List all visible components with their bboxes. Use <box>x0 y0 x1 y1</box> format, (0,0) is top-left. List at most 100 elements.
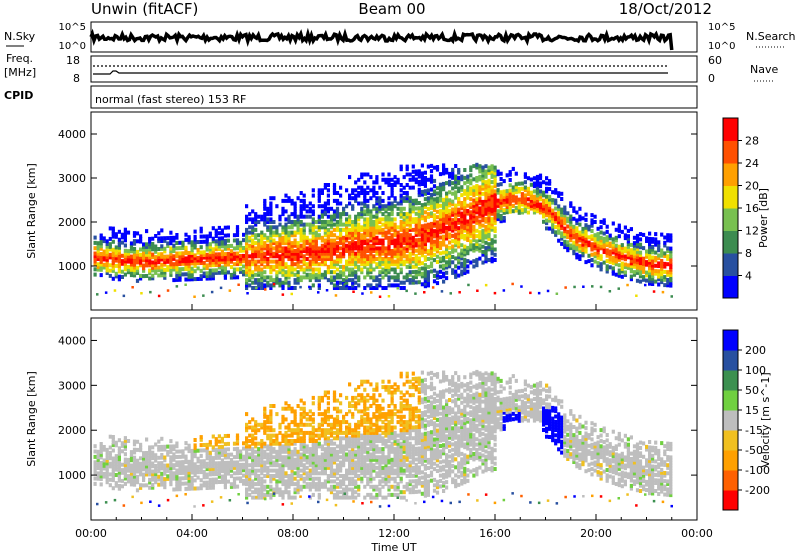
power-echo-cell <box>669 246 673 251</box>
power-echo-cell <box>211 249 215 254</box>
power-echo-cell <box>287 238 291 243</box>
velocity-echo-cell <box>302 422 306 427</box>
power-echo-cell <box>390 262 394 267</box>
power-echo-cell <box>620 243 624 248</box>
power-echo-cell <box>429 235 434 240</box>
power-echo-cell <box>275 227 279 232</box>
power-echo-cell <box>602 231 606 236</box>
power-echo-cell <box>578 243 582 248</box>
nave-label: Nave <box>750 63 778 76</box>
velocity-echo-cell <box>169 460 173 465</box>
power-echo-cell <box>481 202 485 207</box>
velocity-echo-cell <box>214 455 218 460</box>
power-echo-cell <box>484 195 488 200</box>
power-echo-cell <box>132 254 137 259</box>
power-echo-cell <box>299 222 303 227</box>
power-echo-cell <box>254 233 258 238</box>
power-echo-cell <box>245 264 249 269</box>
power-echo-cell <box>457 170 461 175</box>
velocity-echo-cell <box>214 477 218 482</box>
velocity-echo-cell <box>278 471 282 476</box>
power-echo-cell <box>457 226 461 231</box>
power-echo-cell <box>378 227 382 232</box>
power-echo-cell <box>381 177 385 182</box>
velocity-echo-cell <box>296 455 300 460</box>
power-echo-cell <box>378 225 382 230</box>
power-echo-cell <box>454 164 458 168</box>
power-echo-cell <box>417 219 421 224</box>
power-echo-cell <box>405 246 409 251</box>
power-echo-cell <box>457 260 461 265</box>
power-echo-cell <box>172 246 176 251</box>
power-echo-cell <box>660 266 664 271</box>
velocity-echo-cell <box>235 438 240 443</box>
power-echo-cell <box>493 291 497 295</box>
power-echo-cell <box>517 200 521 205</box>
power-echo-cell <box>339 201 343 206</box>
velocity-echo-cell <box>339 444 343 449</box>
power-echo-cell <box>499 177 503 181</box>
power-echo-cell <box>463 271 467 275</box>
power-echo-cell <box>220 252 224 257</box>
power-echo-cell <box>187 274 191 279</box>
velocity-echo-cell <box>290 449 294 454</box>
power-echo-cell <box>663 261 667 266</box>
power-echo-cell <box>335 243 340 248</box>
power-echo-cell <box>263 243 267 248</box>
power-echo-cell <box>505 205 509 209</box>
power-echo-cell <box>354 251 358 256</box>
power-echo-cell <box>157 239 161 244</box>
velocity-echo-cell <box>342 474 346 478</box>
power-echo-cell <box>596 253 600 258</box>
power-echo-cell <box>493 239 497 244</box>
velocity-echo-cell <box>257 422 261 427</box>
power-echo-cell <box>481 207 485 212</box>
velocity-echo-cell <box>263 452 267 457</box>
power-echo-cell <box>426 283 430 288</box>
power-echo-cell <box>666 278 670 282</box>
power-echo-cell <box>142 245 146 250</box>
power-echo-cell <box>493 213 497 218</box>
power-echo-cell <box>442 240 446 244</box>
power-echo-cell <box>266 275 270 280</box>
velocity-echo-cell <box>223 469 227 473</box>
velocity-echo-cell <box>299 484 303 489</box>
velocity-echo-cell <box>235 452 240 457</box>
velocity-echo-cell <box>329 484 334 489</box>
power-echo-cell <box>435 236 440 241</box>
power-echo-cell <box>593 235 597 240</box>
power-echo-cell <box>426 191 430 195</box>
power-echo-cell <box>345 235 349 240</box>
power-echo-cell <box>435 246 440 251</box>
power-echo-cell <box>463 220 467 225</box>
velocity-echo-cell <box>317 487 321 492</box>
velocity-echo-cell <box>117 438 121 443</box>
power-echo-cell <box>469 205 473 209</box>
velocity-echo-cell <box>272 476 276 481</box>
power-echo-cell <box>466 195 470 200</box>
power-echo-cell <box>490 164 494 169</box>
power-echo-cell <box>263 222 267 227</box>
power-echo-cell <box>484 259 488 264</box>
power-echo-cell <box>154 270 158 275</box>
power-echo-cell <box>493 170 497 175</box>
power-echo-cell <box>554 214 558 219</box>
power-echo-cell <box>393 275 397 280</box>
power-echo-cell <box>487 165 491 170</box>
power-echo-cell <box>635 263 640 267</box>
power-echo-cell <box>387 204 391 209</box>
power-echo-cell <box>414 217 418 222</box>
power-echo-cell <box>332 222 337 227</box>
velocity-echo-cell <box>287 476 291 481</box>
power-echo-cell <box>299 251 303 256</box>
power-echo-cell <box>626 234 630 239</box>
power-echo-cell <box>569 227 573 232</box>
power-echo-cell <box>308 201 312 206</box>
velocity-echo-cell <box>281 460 285 465</box>
power-echo-cell <box>372 188 376 193</box>
power-echo-cell <box>363 209 367 214</box>
power-echo-cell <box>478 198 482 203</box>
velocity-echo-cell <box>302 452 306 457</box>
velocity-echo-cell <box>181 470 185 475</box>
power-colorbar-tick-label: 28 <box>745 135 759 148</box>
